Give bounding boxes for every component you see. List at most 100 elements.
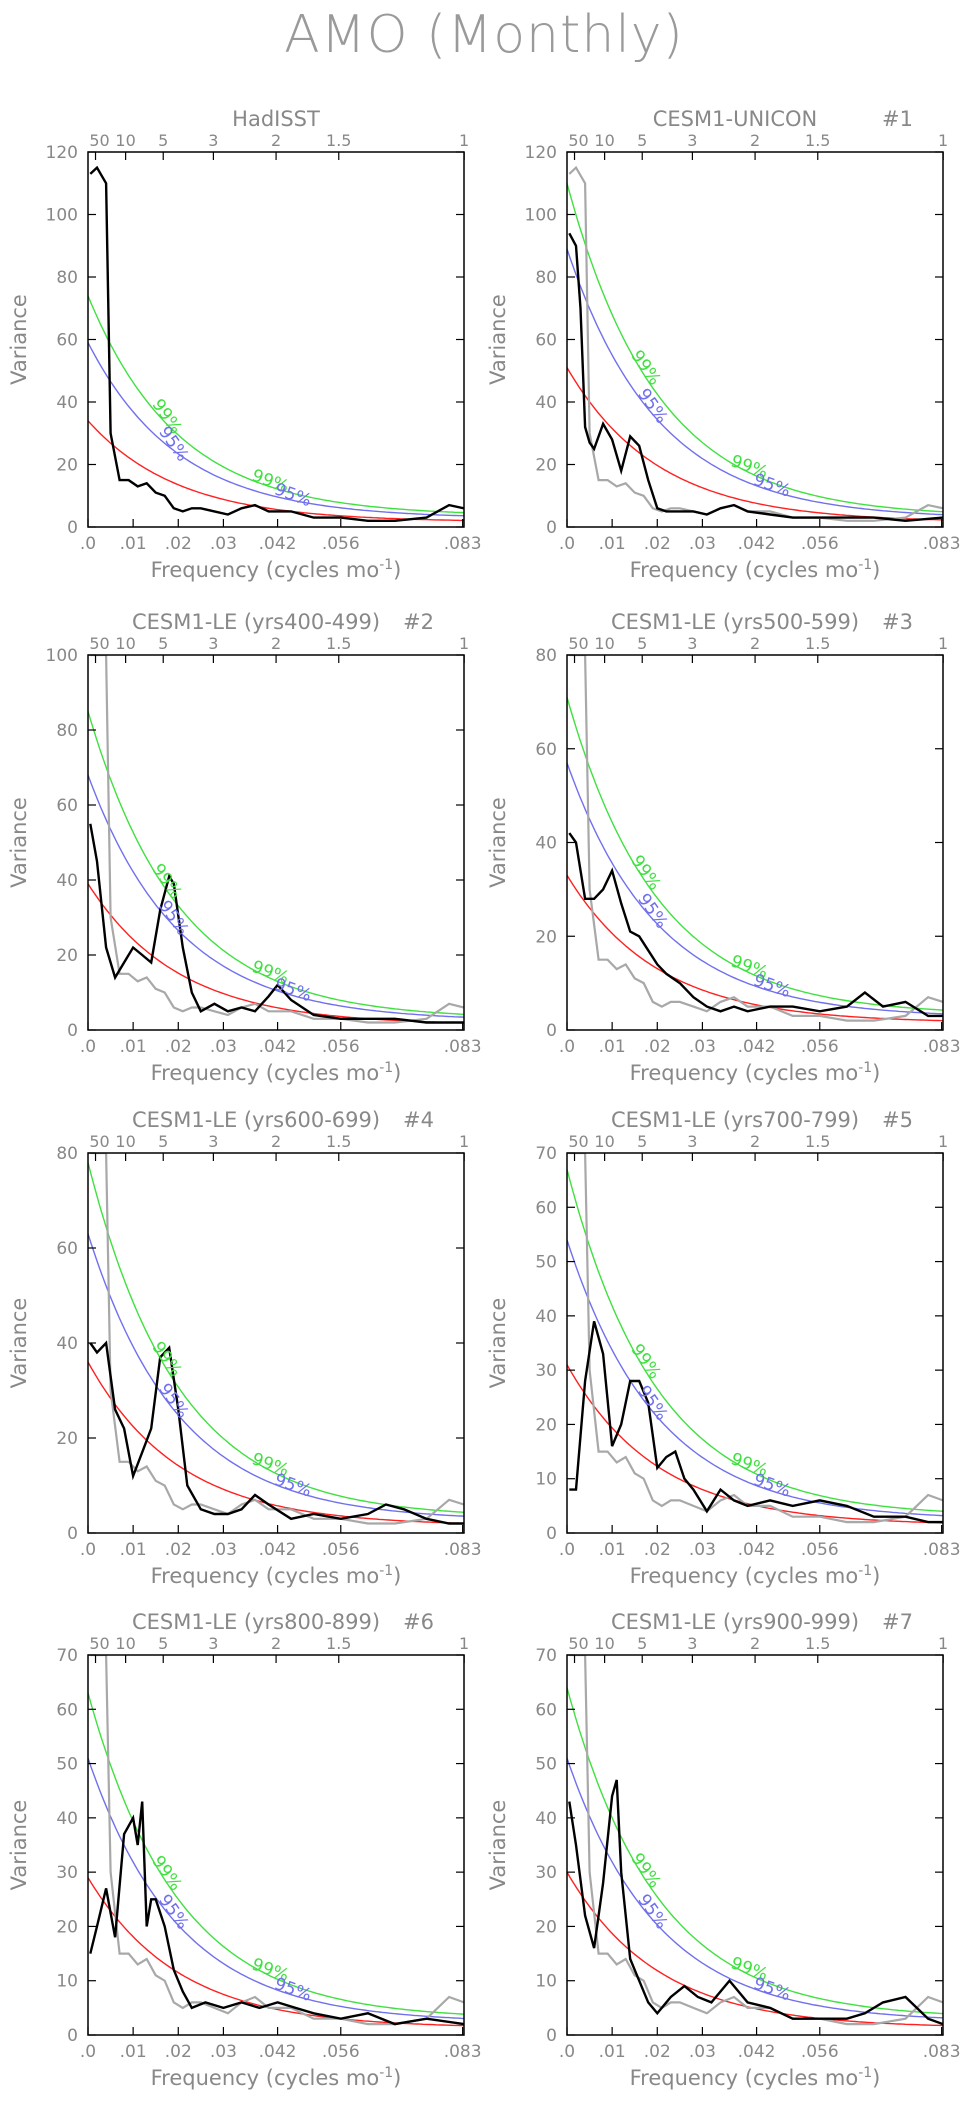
y-tick-label: 20 bbox=[535, 927, 557, 947]
y-tick-label: 20 bbox=[535, 1415, 557, 1435]
period-tick-label: 2 bbox=[750, 634, 760, 653]
x-tick-label: .0 bbox=[80, 1037, 96, 1057]
x-tick-label: .042 bbox=[738, 1540, 776, 1560]
y-tick-label: 20 bbox=[535, 1917, 557, 1937]
x-tick-label: .02 bbox=[165, 1037, 192, 1057]
x-axis-label-sup: -1 bbox=[379, 2065, 393, 2081]
x-tick-label: .03 bbox=[689, 1037, 716, 1057]
x-tick-label: .083 bbox=[923, 1037, 961, 1057]
x-axis-label: Frequency (cycles mo-1) bbox=[630, 2065, 881, 2090]
period-tick-label: 3 bbox=[208, 1634, 218, 1653]
chart-panel-1: HadISST99%95%99%95%020406080100120Varian… bbox=[7, 107, 482, 582]
spectrum-line bbox=[89, 823, 464, 1024]
ci95-label-2: 95% bbox=[272, 1974, 314, 2006]
y-tick-label: 40 bbox=[56, 393, 78, 413]
red-noise-curve bbox=[567, 1364, 943, 1524]
period-tick-label: 1 bbox=[938, 1132, 948, 1151]
y-tick-label: 50 bbox=[56, 1755, 78, 1775]
y-tick-label: 80 bbox=[535, 268, 557, 288]
x-tick-label: .083 bbox=[444, 1037, 482, 1057]
x-axis-label: Frequency (cycles mo-1) bbox=[630, 557, 881, 582]
plot-area bbox=[567, 165, 943, 523]
y-tick-label: 20 bbox=[56, 946, 78, 966]
panel-number: #2 bbox=[403, 610, 434, 634]
ci99-curve bbox=[88, 711, 464, 1015]
spectrum-line bbox=[569, 1320, 943, 1524]
ci99-label-1: 99% bbox=[148, 860, 186, 902]
period-tick-label: 10 bbox=[115, 1132, 135, 1151]
plot-area bbox=[567, 1655, 943, 2027]
y-tick-label: 40 bbox=[535, 393, 557, 413]
y-axis-label: Variance bbox=[7, 1298, 31, 1389]
y-tick-label: 100 bbox=[46, 206, 78, 226]
period-tick-label: 1 bbox=[938, 131, 948, 150]
period-tick-label: 1.5 bbox=[805, 634, 830, 653]
red-noise-curve bbox=[88, 420, 464, 522]
period-tick-label: 2 bbox=[750, 1132, 760, 1151]
period-tick-label: 1 bbox=[938, 1634, 948, 1653]
ci95-curve bbox=[88, 1757, 464, 2020]
x-tick-label: .042 bbox=[738, 534, 776, 554]
panel-number: #3 bbox=[882, 610, 913, 634]
x-tick-label: .02 bbox=[165, 534, 192, 554]
x-axis-label-sup: -1 bbox=[858, 1563, 872, 1579]
y-tick-label: 80 bbox=[535, 646, 557, 666]
x-axis-label-close: ) bbox=[872, 2066, 880, 2090]
ci95-label-1: 95% bbox=[633, 1382, 671, 1424]
red-noise-curve bbox=[567, 367, 943, 521]
y-tick-label: 0 bbox=[67, 2026, 78, 2046]
ci95-label-2: 95% bbox=[751, 1470, 793, 1502]
period-tick-label: 10 bbox=[594, 131, 614, 150]
panel-title: CESM1-LE (yrs700-799) bbox=[611, 1108, 859, 1132]
y-tick-label: 40 bbox=[56, 871, 78, 891]
panel-number: #7 bbox=[882, 1610, 913, 1634]
y-tick-label: 60 bbox=[535, 740, 557, 760]
x-tick-label: .03 bbox=[210, 534, 237, 554]
plot-area bbox=[567, 1153, 943, 1524]
y-tick-label: 20 bbox=[56, 1917, 78, 1937]
x-axis-label: Frequency (cycles mo-1) bbox=[151, 557, 402, 582]
y-tick-label: 120 bbox=[525, 143, 557, 163]
period-tick-label: 2 bbox=[271, 1634, 281, 1653]
y-axis-label: Variance bbox=[486, 797, 510, 888]
x-axis-label-text: Frequency (cycles mo bbox=[151, 1564, 380, 1588]
x-tick-label: .0 bbox=[559, 2042, 575, 2062]
x-tick-label: .083 bbox=[923, 534, 961, 554]
chart-panel-2: CESM1-UNICON #199%95%99%95%02040608010012… bbox=[486, 107, 961, 582]
y-tick-label: 10 bbox=[535, 1470, 557, 1490]
y-tick-label: 0 bbox=[67, 1524, 78, 1544]
ci95-curve bbox=[567, 248, 943, 516]
panel-title: HadISST bbox=[232, 107, 320, 131]
plot-area bbox=[88, 655, 464, 1024]
y-tick-label: 40 bbox=[56, 1809, 78, 1829]
ci95-label-2: 95% bbox=[272, 479, 314, 511]
x-tick-label: .03 bbox=[689, 1540, 716, 1560]
x-axis-label: Frequency (cycles mo-1) bbox=[630, 1060, 881, 1085]
y-tick-label: 0 bbox=[546, 1021, 557, 1041]
x-tick-label: .083 bbox=[444, 2042, 482, 2062]
x-axis-label-sup: -1 bbox=[379, 557, 393, 573]
y-tick-label: 60 bbox=[535, 1198, 557, 1218]
ci95-curve bbox=[567, 1757, 943, 2019]
ci95-label-2: 95% bbox=[751, 970, 793, 1002]
y-tick-label: 20 bbox=[56, 456, 78, 476]
period-tick-label: 10 bbox=[594, 1132, 614, 1151]
period-tick-label: 10 bbox=[115, 1634, 135, 1653]
y-tick-label: 40 bbox=[535, 1307, 557, 1327]
x-tick-label: .01 bbox=[120, 2042, 147, 2062]
y-tick-label: 30 bbox=[535, 1361, 557, 1381]
reference-spectrum-line bbox=[90, 1153, 464, 1525]
period-tick-label: 10 bbox=[594, 634, 614, 653]
chart-panel-5: CESM1-LE (yrs600-699) #499%95%99%95%02040… bbox=[7, 1108, 482, 1588]
y-tick-label: 0 bbox=[67, 1021, 78, 1041]
plot-frame bbox=[87, 151, 465, 528]
chart-panel-6: CESM1-LE (yrs700-799) #599%95%99%95%01020… bbox=[486, 1108, 961, 1588]
y-tick-label: 0 bbox=[546, 518, 557, 538]
panel-number: #4 bbox=[403, 1108, 434, 1132]
x-axis-label-close: ) bbox=[872, 558, 880, 582]
period-tick-label: 5 bbox=[158, 634, 168, 653]
x-axis-label-text: Frequency (cycles mo bbox=[151, 1061, 380, 1085]
plot-area bbox=[88, 1655, 464, 2027]
x-axis-label-close: ) bbox=[872, 1061, 880, 1085]
